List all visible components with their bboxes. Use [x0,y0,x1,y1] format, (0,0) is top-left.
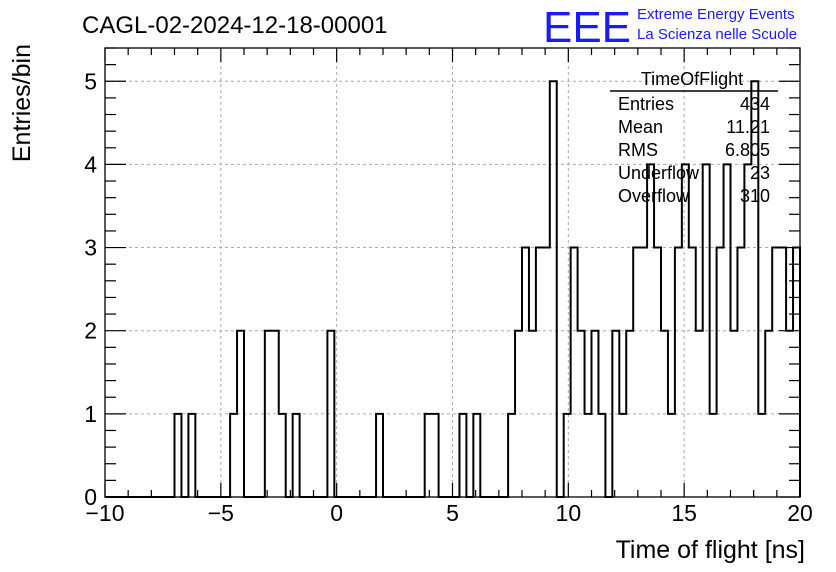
histogram-bin [571,248,578,497]
grid-lines [105,48,800,497]
histogram-bin [508,414,515,497]
histogram-bin [327,331,334,497]
x-tick-label: 20 [787,500,813,526]
stats-row-value: 434 [740,94,770,114]
y-tick-label: 0 [84,484,97,510]
x-tick-label: −5 [208,500,234,526]
histogram-bin [654,248,661,497]
histogram-bin [793,248,800,497]
stats-row-label: Underflow [618,163,700,183]
histogram-bin [265,331,272,497]
histogram-bin [682,164,689,497]
histogram-bin [758,414,765,497]
histogram-bin [724,164,731,497]
x-tick-label: 10 [556,500,582,526]
histogram-bin [619,414,626,497]
histogram-bin [592,331,599,497]
histogram-bin [689,248,696,497]
stats-row-label: Overflow [618,186,690,206]
stats-box-title: TimeOfFlight [641,69,743,89]
y-tick-label: 2 [84,318,97,344]
histogram-bin [661,331,668,497]
histogram-bin [536,248,543,497]
histogram-bin [598,414,605,497]
x-axis-label: Time of flight [ns] [616,536,805,564]
y-tick-labels: 0 1 2 3 4 5 [84,68,97,510]
histogram-bin [765,331,772,497]
logo-subtitle-1: Extreme Energy Events [637,6,795,23]
histogram-bin [230,414,237,497]
histogram-bin [459,414,466,497]
stats-row-value: 23 [750,163,770,183]
histogram-bin [612,331,619,497]
histogram-bin [473,414,480,497]
histogram-bin [432,414,439,497]
stats-row-value: 6.805 [725,140,770,160]
histogram-bin [675,248,682,497]
histogram-bin [703,164,710,497]
eee-logo: EEE [543,3,631,52]
histogram-bin [779,248,786,497]
histogram-bin [425,414,432,497]
run-title: CAGL-02-2024-12-18-00001 [82,12,388,39]
histogram-bin [585,414,592,497]
histogram-bin [772,248,779,497]
histogram-bin [543,248,550,497]
x-tick-labels: −10 −5 0 5 10 15 20 [85,500,812,526]
stats-row-label: Entries [618,94,674,114]
histogram-bin [640,248,647,497]
x-tick-label: −10 [85,500,124,526]
histogram-bin [564,414,571,497]
histogram-bin [550,81,557,497]
histogram-bin [696,331,703,497]
histogram-bin [710,414,717,497]
histogram-bin [529,331,536,497]
stats-rows: Entries 434 Mean 11.21 RMS 6.805 Underflow 23 Ov… [618,94,770,206]
histogram-bin [279,414,286,497]
axis-ticks [104,47,801,498]
x-tick-label: 15 [671,500,697,526]
logo-subtitle-2: La Scienza nelle Scuole [637,26,797,43]
histogram-bin [717,248,724,497]
histogram-bin [376,414,383,497]
histogram-bin [237,331,244,497]
y-axis-label: Entries/bin [8,44,36,162]
x-tick-label: 0 [330,500,343,526]
histogram-bin [522,248,529,497]
histogram-bin [626,331,633,497]
histogram-bin [647,164,654,497]
y-tick-label: 5 [84,68,97,94]
stats-row-label: Mean [618,117,663,137]
histogram-bin [731,331,738,497]
x-tick-label: 5 [446,500,459,526]
histogram-bin [175,414,182,497]
histogram-bin [633,248,640,497]
stats-row-value: 11.21 [726,117,770,137]
y-tick-label: 3 [84,235,97,261]
y-tick-label: 4 [84,151,97,177]
histogram-bin [188,414,195,497]
stats-box: TimeOfFlight Entries 434 Mean 11.21 RMS 6.805… [610,69,778,206]
histogram-bin [293,414,300,497]
histogram-bin [272,331,279,497]
y-tick-label: 1 [84,401,97,427]
histogram-bin [737,248,744,497]
histogram-bin [744,164,751,497]
histogram-bin [578,331,585,497]
histogram-bin [668,414,675,497]
stats-row-label: RMS [618,140,658,160]
stats-row-value: 310 [740,186,770,206]
histogram-bin [515,331,522,497]
